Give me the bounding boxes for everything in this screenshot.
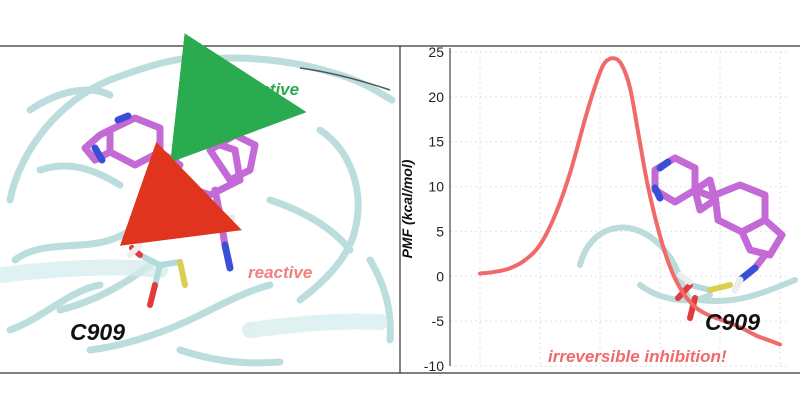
left-panel-structure: non-reactive reactive C909 xyxy=(0,33,396,367)
cysteine-sticks xyxy=(127,242,188,308)
y-tick-label: -5 xyxy=(432,313,445,329)
y-tick-label: 20 xyxy=(428,89,444,105)
reactive-arrow xyxy=(119,141,242,246)
pmf-points xyxy=(479,58,781,345)
nonreactive-label: non-reactive xyxy=(198,80,299,99)
reactive-label: reactive xyxy=(248,263,312,282)
inset-structure xyxy=(577,154,798,321)
ligand-sticks xyxy=(81,96,264,249)
protein-ribbons xyxy=(6,54,396,367)
pmf-chart: 25 20 15 10 5 0 -5 -10 PMF (kcal/mol) xyxy=(399,44,798,374)
residue-label-right: C909 xyxy=(705,309,760,335)
y-tick-label: 0 xyxy=(436,268,444,284)
irreversible-inhibition-label: irreversible inhibition! xyxy=(548,347,727,366)
y-tick-label: 15 xyxy=(428,134,444,150)
y-tick-label: 25 xyxy=(428,44,444,60)
y-axis-label: PMF (kcal/mol) xyxy=(399,159,415,258)
inset-ribbons xyxy=(577,224,798,304)
pmf-series-line xyxy=(478,56,782,347)
y-tick-label: 10 xyxy=(428,179,444,195)
y-tick-labels: 25 20 15 10 5 0 -5 -10 xyxy=(424,44,444,374)
nonreactive-arrow xyxy=(170,33,307,163)
residue-label-left: C909 xyxy=(70,319,125,345)
y-tick-label: 5 xyxy=(436,223,444,239)
protein-helices xyxy=(0,259,388,338)
inset-ligand xyxy=(651,154,786,272)
y-tick-label: -10 xyxy=(424,358,444,374)
chart-grid xyxy=(450,51,790,367)
inset-atoms xyxy=(651,158,759,294)
protein-thin-loop xyxy=(299,67,391,91)
